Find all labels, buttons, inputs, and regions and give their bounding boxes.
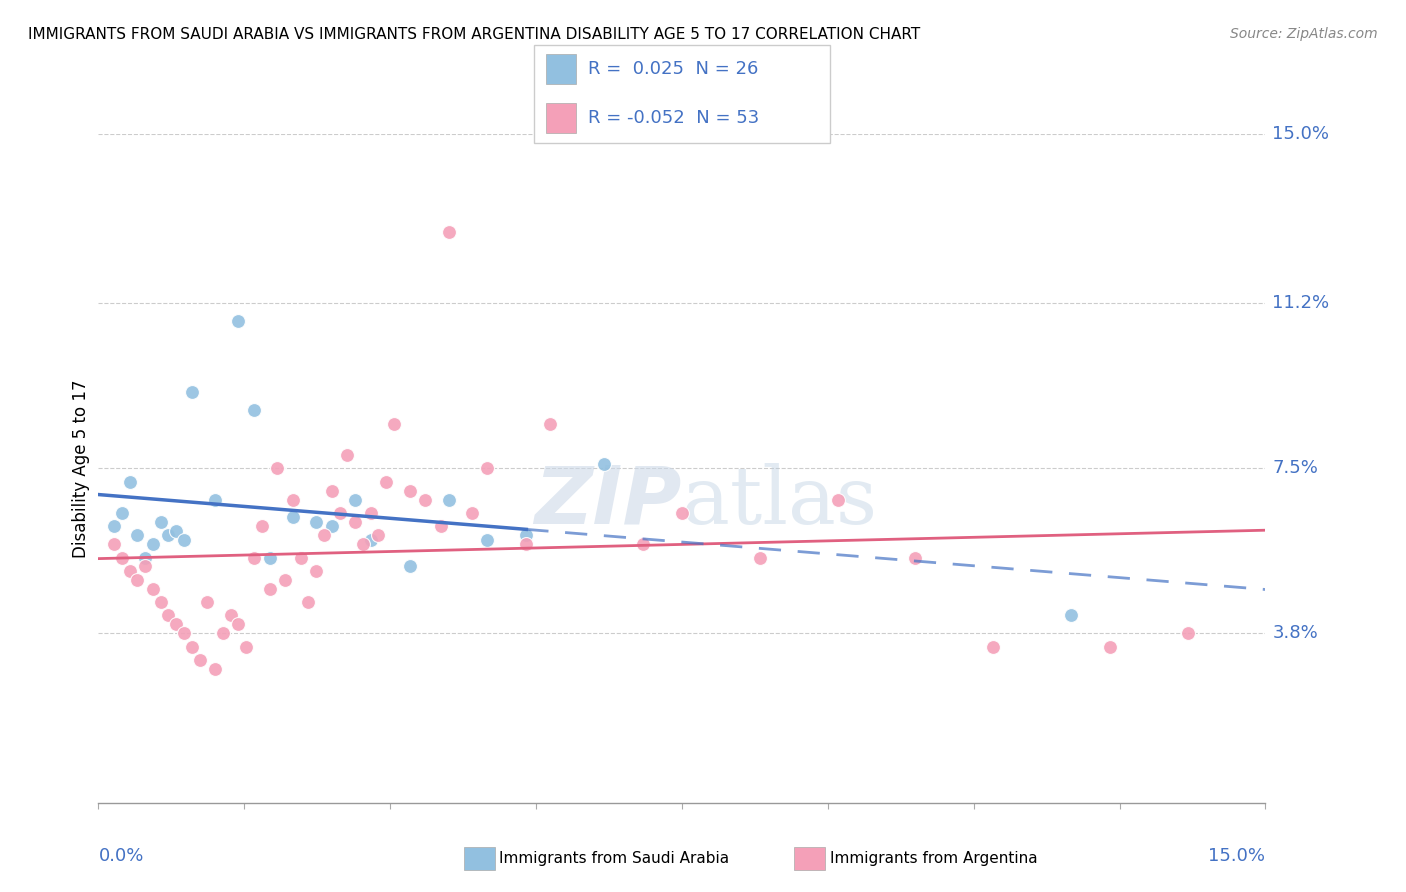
Point [477,533,499,547]
Text: ZIP: ZIP [534,463,682,541]
Text: 15.0%: 15.0% [1272,125,1330,143]
Point [259,582,281,596]
Point [204,492,226,507]
Point [219,608,242,623]
Point [593,457,616,471]
Point [142,582,165,596]
Point [360,533,382,547]
Point [118,564,141,578]
Point [398,483,420,498]
Point [904,550,927,565]
Point [515,537,537,551]
Point [748,550,770,565]
Point [429,519,451,533]
Point [127,528,149,542]
Text: 11.2%: 11.2% [1272,294,1330,312]
Point [266,461,288,475]
Point [336,448,359,462]
Point [243,550,266,565]
Text: 7.5%: 7.5% [1272,459,1319,477]
Point [103,519,125,533]
Point [204,662,226,676]
Point [250,519,273,533]
Point [188,653,211,667]
Point [281,510,304,524]
Text: IMMIGRANTS FROM SAUDI ARABIA VS IMMIGRANTS FROM ARGENTINA DISABILITY AGE 5 TO 17: IMMIGRANTS FROM SAUDI ARABIA VS IMMIGRAN… [28,27,921,42]
Point [274,573,297,587]
Text: R =  0.025  N = 26: R = 0.025 N = 26 [588,60,758,78]
Point [367,528,389,542]
Text: Immigrants from Argentina: Immigrants from Argentina [830,851,1038,865]
Point [290,550,312,565]
Text: atlas: atlas [682,463,877,541]
Point [344,515,367,529]
Point [413,492,436,507]
Text: 0.0%: 0.0% [98,847,143,865]
Point [437,492,460,507]
Point [142,537,165,551]
Text: 15.0%: 15.0% [1208,847,1265,865]
Point [165,617,187,632]
Point [180,640,202,654]
Text: Source: ZipAtlas.com: Source: ZipAtlas.com [1230,27,1378,41]
Point [149,595,172,609]
Point [134,559,156,574]
Point [127,573,149,587]
Point [235,640,257,654]
Point [515,528,537,542]
Point [437,225,460,239]
Point [111,550,134,565]
Y-axis label: Disability Age 5 to 17: Disability Age 5 to 17 [72,379,90,558]
Point [1177,626,1199,640]
Point [631,537,654,551]
Point [329,506,352,520]
Point [243,403,266,417]
Point [352,537,374,551]
Point [228,617,250,632]
Point [180,385,202,400]
Point [1098,640,1121,654]
Point [321,483,343,498]
Point [157,608,180,623]
Point [477,461,499,475]
Point [297,595,319,609]
Point [398,559,420,574]
Point [360,506,382,520]
Point [149,515,172,529]
Point [134,550,156,565]
Point [375,475,398,489]
Point [312,528,335,542]
Point [344,492,367,507]
Point [173,626,195,640]
Point [111,506,134,520]
Point [259,550,281,565]
Point [195,595,218,609]
Point [461,506,484,520]
Text: 3.8%: 3.8% [1272,624,1319,642]
Point [103,537,125,551]
Point [671,506,693,520]
Point [118,475,141,489]
Point [321,519,343,533]
Point [1060,608,1083,623]
Text: R = -0.052  N = 53: R = -0.052 N = 53 [588,109,759,128]
Point [212,626,235,640]
Point [165,524,187,538]
Point [173,533,195,547]
Point [281,492,304,507]
Point [157,528,180,542]
Point [538,417,561,431]
Point [981,640,1004,654]
Point [827,492,849,507]
Point [382,417,405,431]
Point [228,314,250,328]
Point [305,564,328,578]
Text: Immigrants from Saudi Arabia: Immigrants from Saudi Arabia [499,851,730,865]
Point [305,515,328,529]
